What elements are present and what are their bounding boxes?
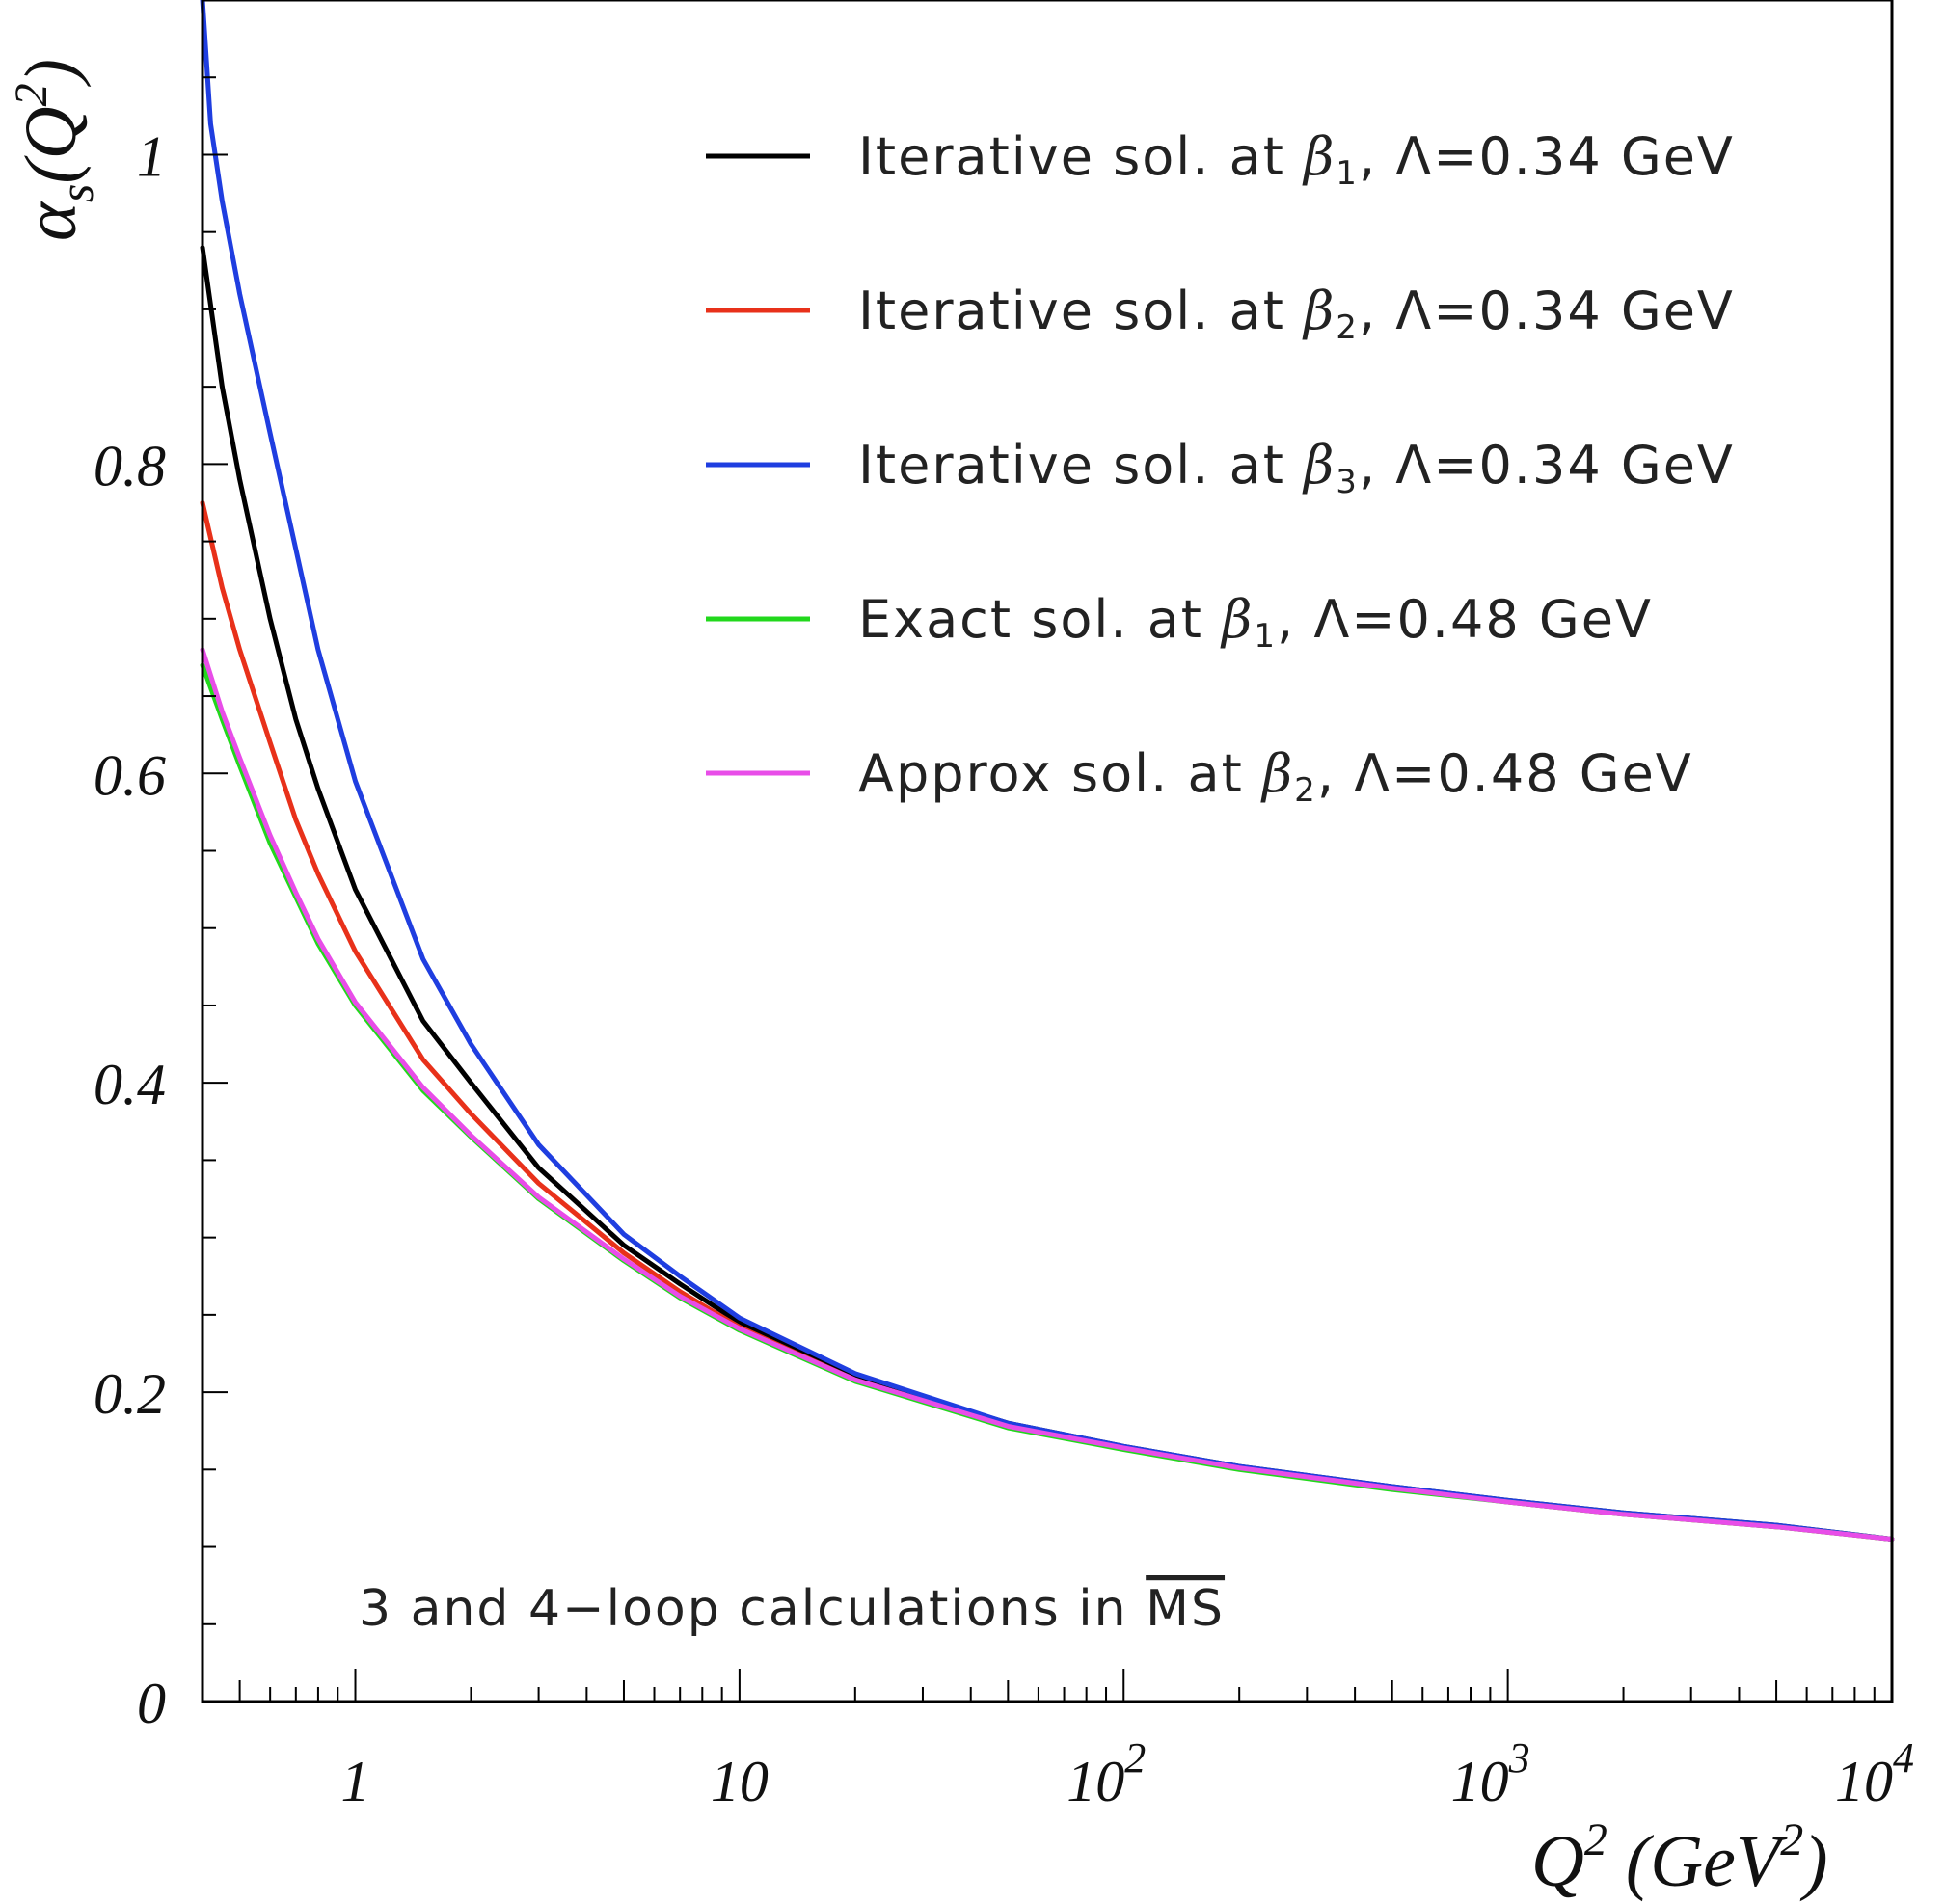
x-tick-label: 1: [341, 1750, 370, 1813]
x-axis-title: Q2 (GeV2): [1531, 1814, 1828, 1902]
x-tick-label: 103: [1451, 1734, 1530, 1813]
x-tick-label: 104: [1835, 1734, 1914, 1813]
y-tick-labels: 0 0.2 0.4 0.6 0.8 1: [94, 124, 166, 1735]
y-axis-title: αs(Q2): [6, 59, 103, 241]
y-tick-label: 1: [137, 124, 166, 188]
legend-label-1: Iterative sol. at β1, Λ=0.34 GeV: [858, 126, 1735, 193]
y-tick-label: 0.2: [94, 1362, 166, 1426]
legend-label-5: Approx sol. at β2, Λ=0.48 GeV: [858, 743, 1693, 810]
annotation: 3 and 4−loop calculations in MS: [359, 1580, 1225, 1638]
legend-label-4: Exact sol. at β1, Λ=0.48 GeV: [858, 589, 1653, 656]
y-tick-label: 0.8: [94, 434, 166, 497]
y-tick-label: 0.6: [94, 743, 166, 807]
x-tick-label: 102: [1066, 1734, 1146, 1813]
series-line-5: [200, 647, 1895, 1542]
x-tick-labels: 1 10 102 103 104: [341, 1734, 1914, 1813]
legend-label-2: Iterative sol. at β2, Λ=0.34 GeV: [858, 281, 1735, 347]
annotation-overlined: MS: [1146, 1580, 1225, 1638]
y-minor-ticks: [202, 0, 228, 1625]
x-tick-label: 10: [711, 1750, 769, 1813]
y-tick-label: 0.4: [94, 1053, 166, 1116]
legend-label-3: Iterative sol. at β3, Λ=0.34 GeV: [858, 435, 1735, 501]
x-minor-ticks: [202, 1669, 1876, 1702]
legend: Iterative sol. at β1, Λ=0.34 GeV Iterativ…: [706, 126, 1735, 810]
y-tick-label: 0: [137, 1672, 166, 1735]
plot-frame: [201, 0, 1894, 1703]
